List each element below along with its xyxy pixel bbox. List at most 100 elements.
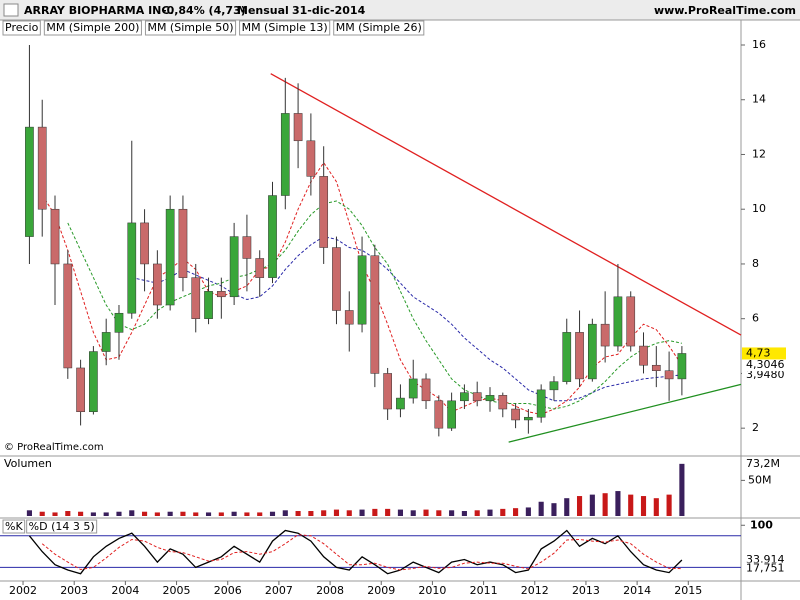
candle-body [651, 364, 661, 371]
trendline [270, 73, 742, 336]
volume-bar [359, 509, 365, 516]
last-value-box [742, 562, 786, 575]
panel-title: Volumen [4, 457, 52, 470]
date: 31-dic-2014 [292, 4, 366, 17]
volume-bar [129, 510, 135, 516]
candle-body [293, 113, 303, 142]
y-tick-label: 14 [752, 93, 766, 106]
x-tick-label: 2006 [214, 584, 242, 597]
x-tick-label: 2002 [9, 584, 37, 597]
legend-box [2, 519, 26, 534]
volume-bar [538, 501, 544, 516]
last-value-label: 4,3046 [746, 358, 785, 371]
watermark: © ProRealTime.com [4, 442, 104, 453]
legend-label: MM (Simple 26) [336, 21, 422, 34]
site: www.ProRealTime.com [654, 4, 796, 17]
candle-body [447, 400, 456, 429]
header-bar [0, 0, 800, 20]
last-value-box [742, 457, 786, 470]
candle-body [242, 236, 252, 259]
last-value-box [742, 359, 786, 372]
volume-bar [525, 507, 531, 516]
volume-bar [244, 512, 250, 516]
volume-bar [103, 512, 109, 516]
candle-body [216, 291, 226, 298]
volume-bar [602, 493, 608, 516]
x-tick-label: 2003 [60, 584, 88, 597]
volume-bar [282, 510, 288, 516]
candle-body [344, 310, 354, 325]
y-tick-label: 100 [750, 518, 773, 531]
legend-box [2, 20, 41, 36]
volume-bar [615, 491, 621, 516]
x-tick-label: 2007 [265, 584, 293, 597]
x-tick-label: 2012 [521, 584, 549, 597]
legend-label: MM (Simple 13) [242, 21, 328, 34]
candle-body [536, 389, 546, 418]
candle-body [25, 126, 34, 237]
x-tick-label: 2005 [163, 584, 191, 597]
last-value-label: 4,73 [746, 346, 771, 359]
volume-bar [333, 509, 340, 516]
legend-box [239, 20, 331, 36]
candle-body [332, 247, 341, 311]
candle-body [63, 263, 73, 369]
candle-body [472, 392, 482, 402]
legend-label: Precio [5, 21, 39, 34]
last-value-label: 73,2M [746, 457, 780, 470]
candle-body [76, 367, 85, 413]
candle-body [485, 395, 495, 402]
legend-label: %K [5, 520, 23, 533]
moving-average [131, 236, 682, 402]
y-tick-label: 8 [752, 257, 759, 270]
last-value-label: 17,751 [746, 562, 785, 575]
volume-bar [116, 511, 122, 516]
candle-body [370, 255, 380, 374]
volume-bar [142, 511, 148, 516]
x-tick-label: 2010 [418, 584, 446, 597]
volume-bar [257, 512, 263, 516]
candle-body [639, 345, 648, 366]
candle-body [319, 176, 329, 248]
volume-bar [78, 511, 84, 516]
candle-body [268, 195, 277, 278]
candle-body [50, 208, 60, 265]
volume-bar [474, 510, 480, 516]
candle-body [396, 397, 405, 410]
volume-bar [666, 494, 672, 516]
volume-bar [90, 512, 96, 516]
candle-body [153, 263, 162, 306]
candle-body [434, 400, 444, 429]
candle-body [524, 416, 533, 421]
period: Mensual [237, 4, 289, 17]
volume-bar [231, 511, 237, 516]
legend-box [144, 20, 237, 36]
candle-body [178, 208, 188, 278]
y-tick-label: 6 [752, 312, 759, 325]
volume-bar [461, 511, 467, 516]
y-tick-label: 10 [752, 202, 766, 215]
legend-label: %D (14 3 5) [29, 520, 95, 533]
candle-body [37, 126, 47, 210]
x-tick-label: 2015 [674, 584, 702, 597]
y-tick-label: 16 [752, 38, 766, 51]
candle-body [306, 140, 316, 177]
candle-body [165, 208, 175, 306]
x-tick-label: 2013 [572, 584, 600, 597]
candle-body [511, 408, 520, 421]
volume-bar [500, 508, 506, 516]
last-value-box [742, 347, 786, 360]
legend-box [43, 20, 142, 36]
trendline [508, 383, 742, 443]
volume-bar [423, 509, 429, 516]
change: -0,84% (4,73) [162, 4, 246, 17]
legend-box [333, 20, 425, 36]
candle-body [89, 351, 98, 413]
volume-bar [589, 494, 595, 516]
last-value-box [742, 368, 786, 381]
volume-bar [346, 510, 352, 516]
volume-bar [321, 510, 327, 516]
candle-body [613, 296, 623, 347]
candle-body [357, 255, 367, 325]
